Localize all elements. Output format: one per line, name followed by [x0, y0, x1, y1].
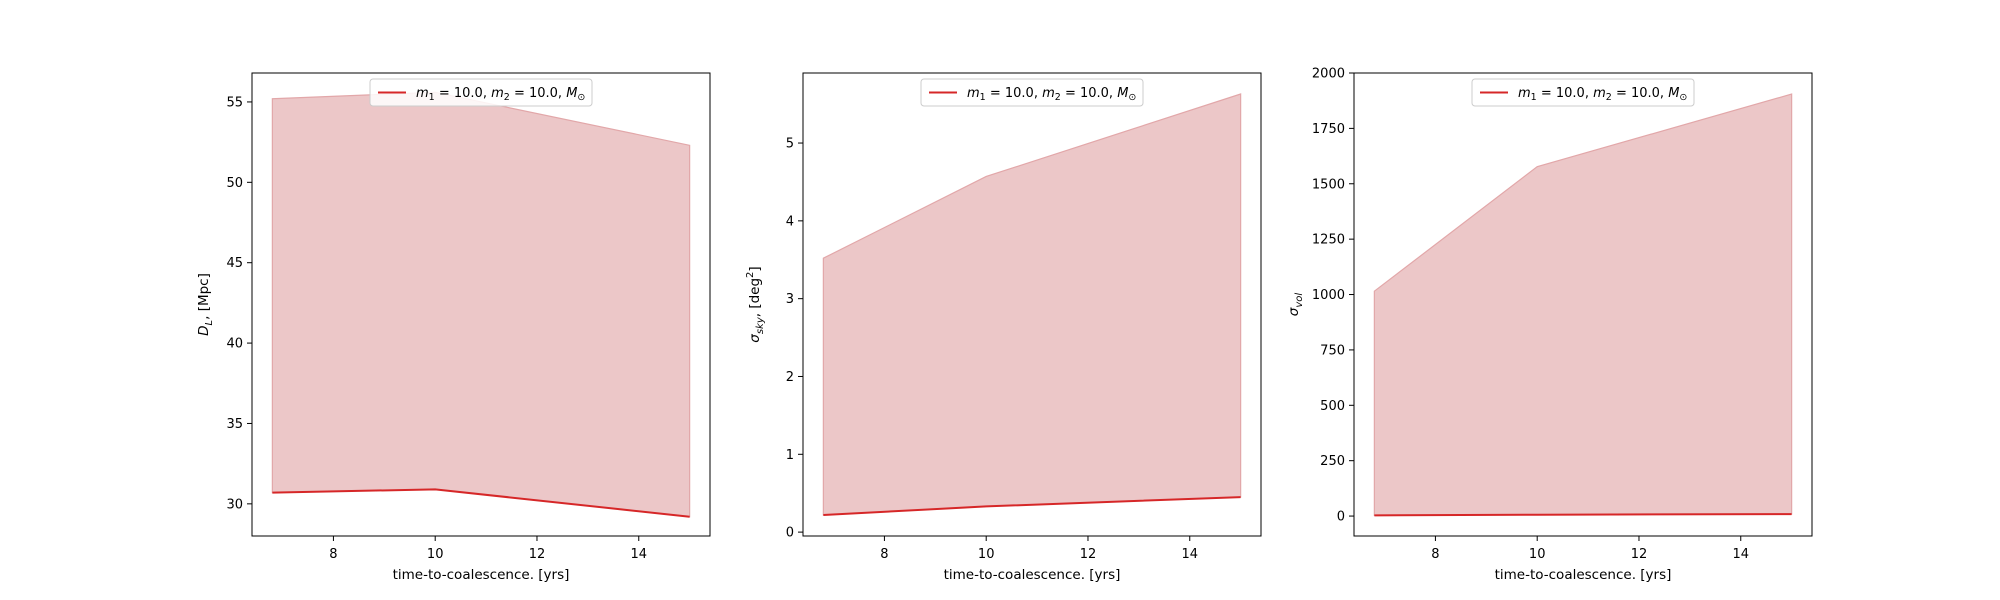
x-axis-label: time-to-coalescence. [yrs] — [393, 567, 570, 583]
y-axis-label: DL, [Mpc] — [196, 273, 215, 336]
y-tick-label: 45 — [226, 256, 243, 271]
y-tick-label: 2000 — [1312, 67, 1345, 82]
x-tick-label: 10 — [427, 547, 444, 562]
x-tick-label: 10 — [1529, 547, 1546, 562]
y-tick-label: 50 — [226, 176, 243, 191]
y-tick-label: 1750 — [1312, 122, 1345, 137]
legend-label: m1 = 10.0, m2 = 10.0, M⊙ — [1518, 86, 1687, 103]
y-tick-label: 1000 — [1312, 288, 1345, 303]
y-tick-label: 1500 — [1312, 177, 1345, 192]
x-tick-label: 12 — [1080, 547, 1097, 562]
y-axis-label: σvol — [1286, 293, 1305, 317]
y-tick-label: 1 — [786, 448, 794, 463]
y-axis-label: σsky, [deg2] — [745, 266, 766, 342]
legend-box — [920, 78, 1144, 107]
legend-box — [1471, 78, 1695, 107]
x-tick-label: 8 — [1431, 547, 1439, 562]
y-tick-label: 35 — [226, 417, 243, 432]
y-tick-label: 55 — [226, 95, 243, 110]
y-tick-label: 0 — [786, 526, 794, 541]
confidence-band — [271, 91, 691, 518]
x-tick-label: 14 — [1732, 547, 1749, 562]
x-tick-label: 12 — [529, 547, 546, 562]
x-tick-label: 10 — [978, 547, 995, 562]
series-line — [823, 496, 1241, 516]
x-axis-label: time-to-coalescence. [yrs] — [944, 567, 1121, 583]
x-axis-label: time-to-coalescence. [yrs] — [1495, 567, 1672, 583]
plot-frame — [1353, 72, 1813, 537]
plot-frame — [802, 72, 1262, 537]
y-tick-label: 1250 — [1312, 233, 1345, 248]
y-tick-label: 5 — [786, 137, 794, 152]
confidence-band — [1373, 93, 1793, 517]
legend-label: m1 = 10.0, m2 = 10.0, M⊙ — [967, 86, 1136, 103]
x-tick-label: 14 — [1181, 547, 1198, 562]
x-tick-label: 8 — [880, 547, 888, 562]
y-tick-label: 30 — [226, 497, 243, 512]
y-tick-label: 4 — [786, 214, 794, 229]
chart-panel-1: 8 10 12 14 30 35 40 45 50 55 time-to-coalescence. … — [196, 72, 711, 583]
y-tick-label: 250 — [1320, 454, 1345, 469]
x-tick-label: 8 — [329, 547, 337, 562]
series-line — [272, 488, 690, 518]
y-tick-label: 3 — [786, 292, 794, 307]
y-tick-label: 0 — [1337, 510, 1345, 525]
chart-panel-3: 8 10 12 14 0 250 500 750 1000 1250 1500 1750 2000 tim… — [1286, 67, 1813, 583]
y-tick-label: 2 — [786, 370, 794, 385]
y-tick-label: 40 — [226, 337, 243, 352]
legend: m1 = 10.0, m2 = 10.0, M⊙ — [1471, 78, 1695, 107]
legend-label: m1 = 10.0, m2 = 10.0, M⊙ — [416, 86, 585, 103]
confidence-band — [822, 93, 1242, 516]
x-tick-label: 12 — [1631, 547, 1648, 562]
legend: m1 = 10.0, m2 = 10.0, M⊙ — [920, 78, 1144, 107]
series-line — [1374, 513, 1792, 517]
legend-box — [369, 78, 593, 107]
plot-frame — [251, 72, 711, 537]
y-tick-label: 750 — [1320, 343, 1345, 358]
x-tick-label: 14 — [630, 547, 647, 562]
y-tick-label: 500 — [1320, 399, 1345, 414]
legend: m1 = 10.0, m2 = 10.0, M⊙ — [369, 78, 593, 107]
